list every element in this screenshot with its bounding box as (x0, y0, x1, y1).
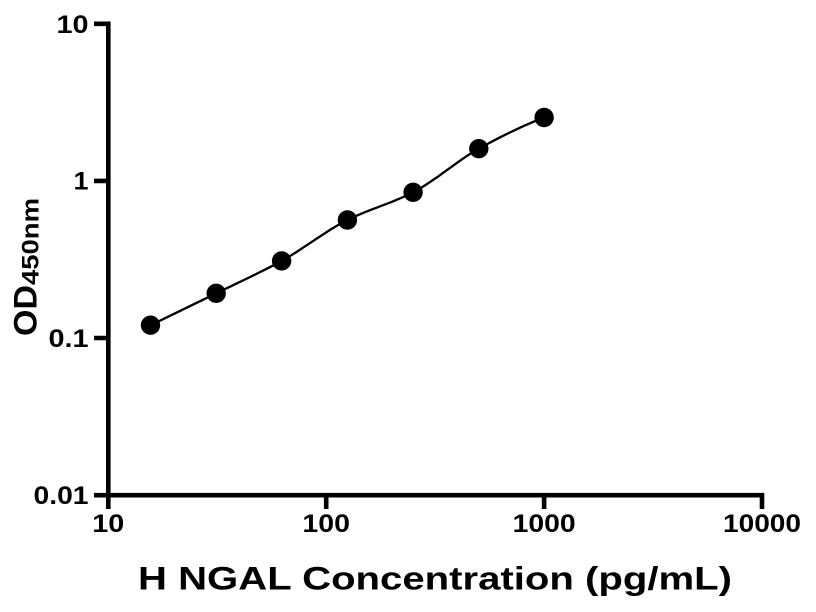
svg-text:1: 1 (74, 168, 89, 196)
svg-text:10: 10 (57, 11, 89, 39)
svg-text:10: 10 (92, 510, 124, 538)
svg-text:0.1: 0.1 (49, 325, 89, 353)
svg-text:100: 100 (302, 510, 350, 538)
svg-text:1000: 1000 (513, 510, 576, 538)
svg-text:0.01: 0.01 (34, 482, 89, 510)
svg-text:H NGAL Concentration (pg/mL): H NGAL Concentration (pg/mL) (138, 561, 732, 597)
svg-text:OD450nm: OD450nm (8, 198, 45, 336)
svg-text:10000: 10000 (723, 510, 801, 538)
